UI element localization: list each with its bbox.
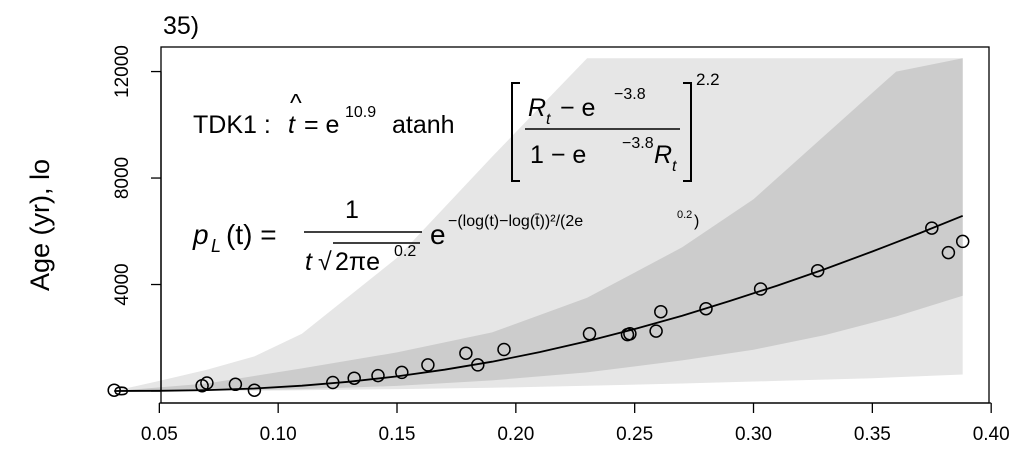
bracket-exponent: 2.2	[696, 70, 720, 89]
data-point-16	[649, 324, 663, 338]
data-point-19	[753, 282, 768, 296]
hat-symbol: ^	[290, 89, 302, 117]
pl-sub-L: L	[211, 236, 221, 256]
data-point-23	[955, 234, 970, 249]
chart-title: 35)	[163, 12, 199, 40]
x-tick-label-2: 0.15	[379, 424, 416, 445]
den-sub-t: t	[672, 158, 677, 175]
data-points	[107, 221, 970, 397]
data-point-8	[395, 365, 409, 380]
data-point-18	[699, 301, 713, 316]
data-point-4	[247, 383, 262, 397]
y-tick-label-2: 8000	[112, 157, 133, 199]
data-point-7	[371, 368, 385, 383]
data-point-12	[497, 342, 511, 357]
frac-num-1: 1	[345, 196, 359, 224]
fit-curve	[114, 214, 964, 392]
num-sub-t: t	[546, 111, 551, 128]
atanh-text: atanh	[392, 111, 455, 139]
den-exp: −3.8	[622, 135, 654, 152]
x-tick-label-1: 0.10	[260, 424, 297, 445]
data-point-20	[810, 263, 825, 278]
num-exp: −3.8	[614, 86, 646, 103]
frac-den-rest: 2πe	[335, 248, 380, 276]
y-tick-label-1: 4000	[112, 263, 133, 305]
data-point-0	[107, 383, 121, 397]
sqrt-symbol: √	[318, 248, 332, 276]
data-point-2	[200, 376, 214, 390]
x-tick-label-7: 0.40	[973, 424, 1010, 445]
pl-exponent-end: )	[694, 213, 699, 230]
num-minus-e: − e	[560, 94, 595, 122]
x-axis: 0.05 0.10 0.15 0.20 0.25 0.30 0.35 0.40	[141, 402, 1010, 445]
den-one-minus-e: 1 − e	[530, 141, 586, 169]
y-axis-label: Age (yr), lo	[25, 159, 55, 291]
data-point-17	[654, 304, 668, 319]
left-bracket	[511, 82, 520, 182]
x-tick-label-4: 0.25	[616, 424, 653, 445]
inner-band	[114, 58, 963, 392]
prediction-bands	[114, 58, 963, 392]
data-point-13	[582, 327, 597, 341]
pl-arg: (t) =	[226, 219, 277, 250]
pl-exponent: −(log(t)−log(t̄))²/(2e	[448, 213, 583, 230]
equation-density: p L (t) = 1 t √ 2πe 0.2 e −(log(t)−log(t…	[192, 196, 699, 276]
data-point-9	[421, 358, 435, 372]
y-tick-label-0: 0	[112, 386, 133, 397]
den-exp-0-2: 0.2	[394, 243, 416, 260]
x-tick-label-3: 0.20	[497, 424, 534, 445]
eq1-rhs: = e	[304, 111, 339, 139]
data-point-6	[347, 371, 361, 385]
den-R: R	[654, 141, 672, 169]
num-R: R	[528, 94, 546, 122]
tdk-label: TDK1 :	[193, 111, 271, 139]
data-point-3	[228, 377, 243, 392]
data-point-5	[326, 375, 340, 390]
pl-exponent-sup: 0.2	[677, 209, 692, 221]
x-tick-label-0: 0.05	[141, 424, 178, 445]
exp-10-9: 10.9	[345, 104, 376, 121]
data-point-10	[459, 346, 473, 360]
data-point-22	[941, 245, 956, 260]
x-tick-label-5: 0.30	[735, 424, 772, 445]
pl-e: e	[430, 219, 446, 250]
y-axis: 0 4000 8000 12000	[112, 45, 162, 397]
pl-p: p	[192, 219, 209, 250]
x-tick-label-6: 0.35	[854, 424, 891, 445]
t-hat-symbol: t	[288, 111, 296, 139]
equation-tdk1: TDK1 : ^ t = e 10.9 atanh R t − e −3.8 1…	[193, 70, 720, 182]
right-bracket	[683, 82, 692, 182]
fit-curve-group	[114, 214, 964, 392]
data-point-11	[471, 358, 485, 372]
data-point-15	[623, 327, 637, 341]
data-point-21	[925, 221, 939, 235]
frac-den-t: t	[305, 248, 313, 276]
y-tick-label-3: 12000	[112, 45, 133, 98]
